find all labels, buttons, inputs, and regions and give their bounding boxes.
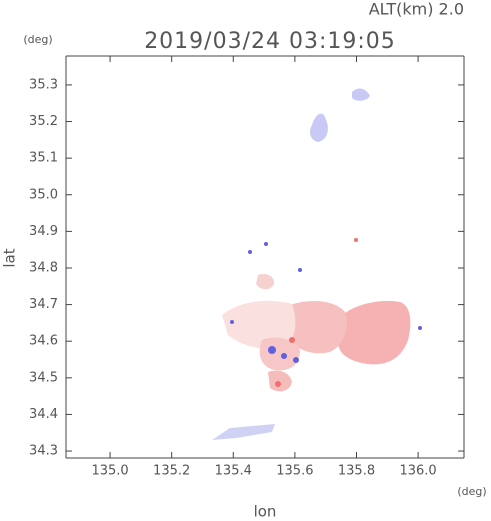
y-tick-label: 34.6 (29, 334, 58, 349)
x-tick-label: 136.0 (399, 464, 436, 479)
y-unit: (deg) (23, 33, 52, 46)
y-tick-label: 34.9 (29, 224, 58, 239)
y-tick-label: 34.5 (29, 370, 58, 385)
x-tick-label: 135.8 (338, 464, 375, 479)
y-tick-label: 34.3 (29, 444, 58, 459)
x-tick-label: 135.4 (215, 464, 252, 479)
x-tick-label: 135.6 (276, 464, 313, 479)
y-tick-label: 34.7 (29, 297, 58, 312)
y-axis-label: lat (1, 248, 19, 267)
y-tick-label: 34.8 (29, 260, 58, 275)
y-tick-label: 35.2 (29, 114, 58, 129)
plot-frame (65, 55, 465, 459)
y-tick-label: 35.1 (29, 151, 58, 166)
y-tick-label: 34.4 (29, 407, 58, 422)
x-unit: (deg) (457, 485, 486, 498)
altitude-label: ALT(km) 2.0 (369, 0, 464, 19)
x-axis-label: lon (254, 503, 277, 521)
y-tick-label: 35.3 (29, 77, 58, 92)
x-tick-label: 135.2 (153, 464, 190, 479)
chart-title: 2019/03/24 03:19:05 (144, 29, 396, 54)
y-tick-label: 35.0 (29, 187, 58, 202)
radar-echo (212, 88, 422, 440)
x-tick-label: 135.0 (91, 464, 128, 479)
